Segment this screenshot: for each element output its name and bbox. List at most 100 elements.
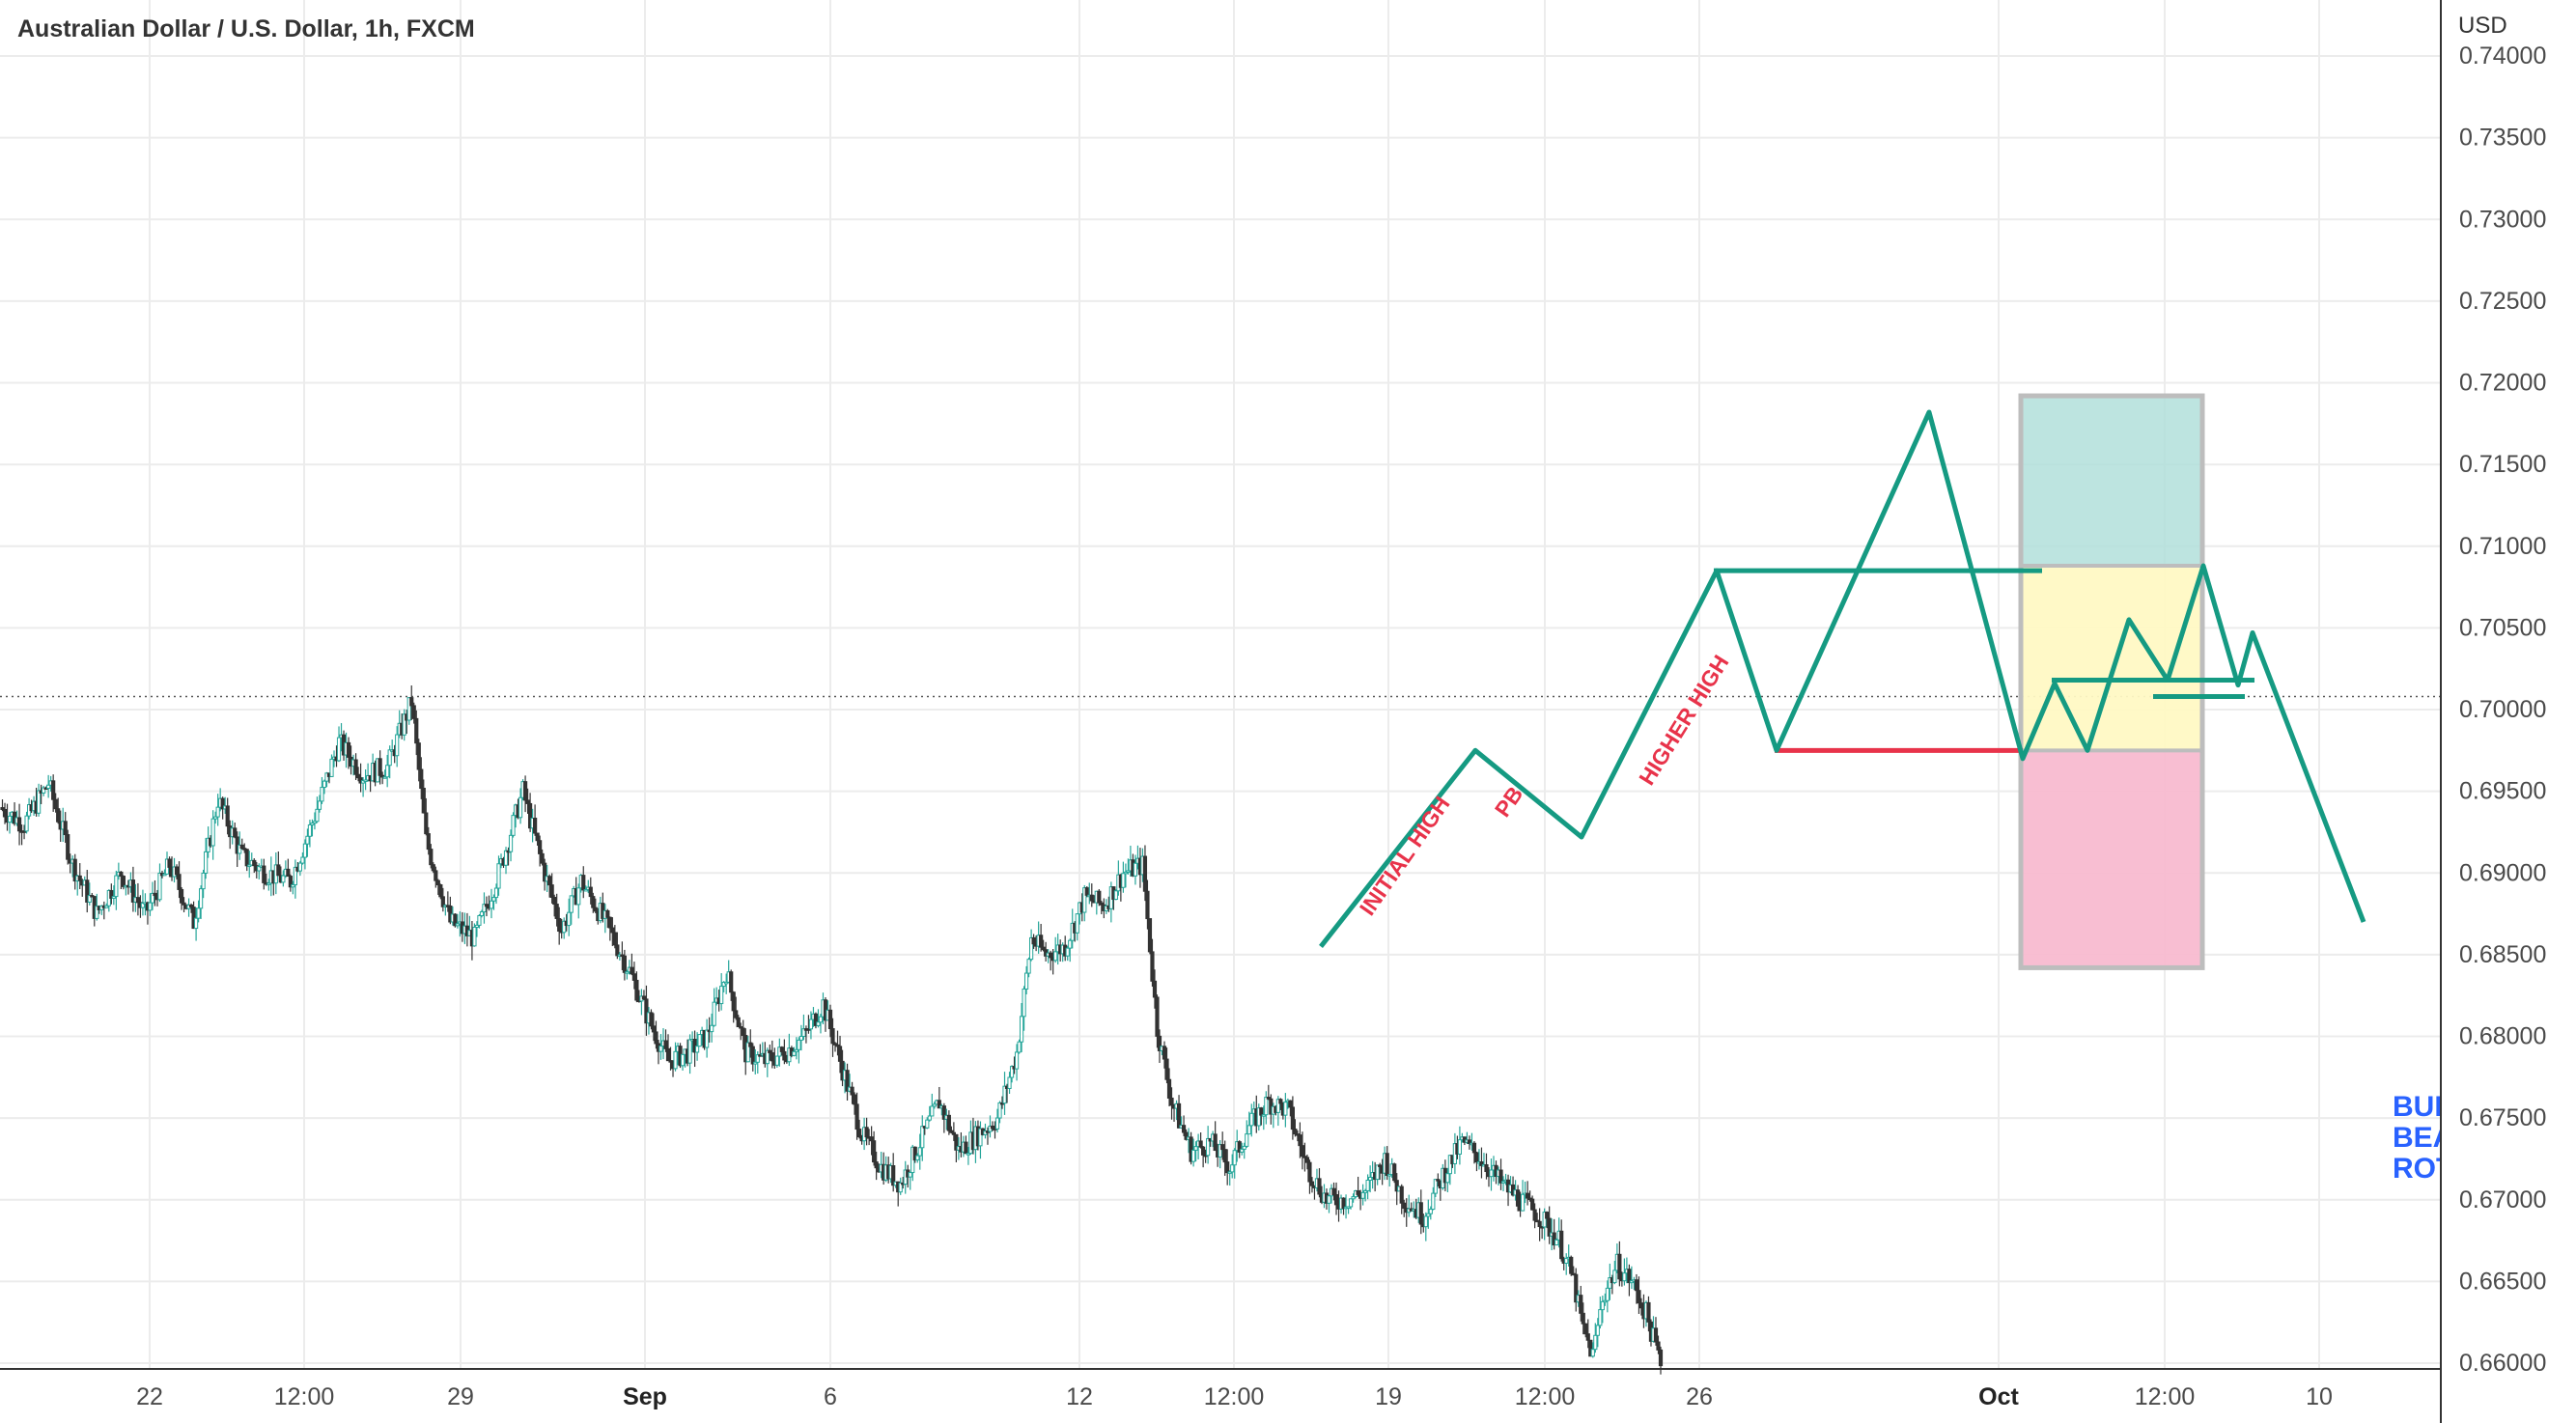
candle-body: [281, 875, 286, 883]
candle-body: [474, 924, 480, 928]
candle-body: [1612, 1270, 1617, 1284]
candle-body: [414, 717, 419, 744]
candle-body: [95, 906, 99, 919]
y-tick-label: 0.70000: [2459, 696, 2546, 723]
candle-body: [680, 1053, 686, 1067]
candle-body: [1593, 1334, 1598, 1351]
candle-body: [1646, 1301, 1651, 1323]
candle-body: [569, 895, 574, 913]
candle-body: [697, 1034, 702, 1047]
candle-body: [2, 808, 8, 818]
candle-body: [135, 897, 141, 904]
candle-body: [1489, 1169, 1494, 1178]
candle-body: [1474, 1152, 1479, 1163]
x-tick-label: 12:00: [274, 1383, 335, 1410]
candle-body: [1605, 1287, 1610, 1301]
candle-body: [1029, 936, 1034, 961]
x-tick-label: 19: [1375, 1383, 1402, 1410]
candle-body: [816, 1021, 821, 1026]
side-text-line: ROT: [2393, 1153, 2453, 1185]
y-tick-label: 0.67500: [2459, 1104, 2546, 1131]
candle-body: [1017, 1041, 1022, 1053]
candle-body: [525, 799, 530, 804]
candle-body: [1190, 1149, 1196, 1162]
candle-body: [191, 907, 196, 930]
x-tick-label: 22: [136, 1383, 163, 1410]
candle-body: [1479, 1161, 1484, 1166]
candle-body: [409, 697, 414, 707]
candle-body: [765, 1049, 770, 1065]
candle-body: [484, 904, 490, 907]
candle-body: [1162, 1046, 1167, 1060]
candle-body: [1588, 1339, 1593, 1357]
candle-body: [1327, 1195, 1331, 1204]
candle-body: [24, 815, 29, 832]
candle-body: [999, 1102, 1005, 1105]
candle-body: [87, 895, 92, 903]
candle-body: [850, 1086, 854, 1096]
candle-body: [204, 851, 209, 874]
candle-body: [1583, 1323, 1588, 1335]
candle-body: [1392, 1163, 1397, 1182]
candle-body: [1394, 1180, 1399, 1192]
candle-body: [1181, 1125, 1187, 1133]
candle-body: [535, 832, 540, 842]
candle-body: [1423, 1215, 1428, 1228]
candle-body: [477, 914, 482, 926]
candle-body: [1157, 1035, 1162, 1051]
candle-body: [355, 773, 361, 779]
candle-body: [818, 1016, 824, 1023]
candle-body: [440, 896, 445, 907]
candle-body: [1275, 1099, 1280, 1113]
candle-body: [748, 1042, 753, 1047]
candle-body: [1220, 1144, 1225, 1151]
candle-body: [85, 879, 90, 903]
candle-body: [491, 897, 496, 902]
candle-body: [538, 840, 543, 854]
candle-body: [665, 1047, 671, 1062]
candle-body: [721, 981, 726, 988]
candle-body: [1142, 855, 1148, 892]
candle-body: [1426, 1213, 1431, 1217]
candle-body: [741, 1027, 745, 1037]
candle-body: [557, 917, 562, 933]
candle-body: [77, 875, 82, 881]
candle-body: [1278, 1099, 1283, 1104]
candle-body: [1084, 887, 1089, 896]
candle-body: [1246, 1125, 1251, 1135]
candle-body: [1288, 1100, 1293, 1108]
candle-body: [908, 1172, 912, 1178]
candle-body: [1525, 1192, 1530, 1199]
candle-body: [1622, 1272, 1627, 1282]
candle-body: [1150, 951, 1155, 982]
candle-body: [353, 759, 358, 775]
candle-body: [605, 909, 610, 918]
candle-body: [72, 858, 77, 882]
candle-body: [794, 1048, 798, 1052]
candle-body: [53, 798, 58, 810]
currency-label: USD: [2458, 13, 2507, 39]
candle-body: [1068, 939, 1073, 949]
candle-body: [482, 904, 487, 913]
candle-body: [508, 834, 514, 852]
candle-body: [114, 875, 119, 898]
candle-body: [378, 758, 382, 776]
candle-body: [1431, 1192, 1436, 1211]
candle-body: [927, 1115, 932, 1121]
profit-zone: [2021, 396, 2202, 567]
x-tick-label: Sep: [623, 1383, 667, 1410]
y-tick-label: 0.71000: [2459, 533, 2546, 560]
candle-body: [1189, 1136, 1193, 1162]
candle-body: [1445, 1173, 1450, 1184]
candle-body: [1520, 1193, 1526, 1212]
candle-body: [518, 796, 523, 819]
candle-body: [641, 995, 647, 1000]
candle-body: [997, 1102, 1002, 1119]
candle-body: [1026, 959, 1031, 974]
candle-body: [1227, 1171, 1232, 1174]
candle-body: [872, 1140, 877, 1163]
candle-body: [1656, 1341, 1661, 1351]
candle-body: [527, 802, 533, 829]
